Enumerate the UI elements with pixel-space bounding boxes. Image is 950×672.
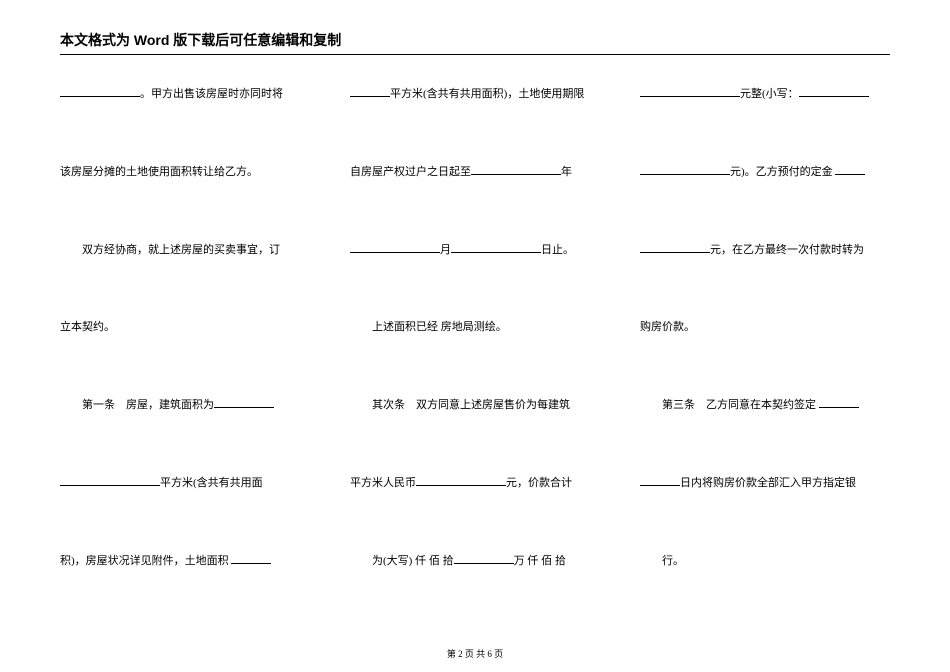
c3-p4: 购房价款。 (640, 318, 890, 338)
text: 月 (440, 244, 451, 256)
c3-p2: 元)。乙方预付的定金 (640, 163, 890, 183)
c2-p3: 月 日止。 (350, 241, 600, 261)
c3-p5: 第三条 乙方同意在本契约签定 (640, 396, 890, 416)
text: 自房屋产权过户之日起至 (350, 166, 471, 178)
c1-p7: 积)，房屋状况详见附件，土地面积 (60, 552, 310, 572)
blank-field[interactable] (60, 475, 160, 486)
blank-field[interactable] (214, 397, 274, 408)
c3-p6: 日内将购房价款全部汇入甲方指定银 (640, 474, 890, 494)
c1-p5: 第一条 房屋，建筑面积为 (60, 396, 310, 416)
blank-field[interactable] (451, 242, 541, 253)
blank-field[interactable] (471, 164, 561, 175)
text: 元，在乙方最终一次付款时转为 (710, 244, 864, 256)
blank-field[interactable] (799, 86, 869, 97)
c2-p5: 其次条 双方同意上述房屋售价为每建筑 (350, 396, 600, 416)
blank-field[interactable] (350, 242, 440, 253)
column-3: 元整(小写： 元)。乙方预付的定金 元，在乙方最终一次付款时转为 购房价款。 第… (640, 85, 890, 572)
blank-field[interactable] (640, 475, 680, 486)
c1-p2: 该房屋分摊的土地使用面积转让给乙方。 (60, 163, 310, 183)
text: 该房屋分摊的土地使用面积转让给乙方。 (60, 166, 258, 178)
blank-field[interactable] (819, 397, 859, 408)
blank-field[interactable] (640, 164, 730, 175)
text: 上述面积已经 房地局测绘。 (372, 321, 507, 333)
c1-p4: 立本契约。 (60, 318, 310, 338)
blank-field[interactable] (416, 475, 506, 486)
blank-field[interactable] (454, 553, 514, 564)
text: 为(大写) 仟 佰 拾 (372, 555, 454, 567)
text: 积)，房屋状况详见附件，土地面积 (60, 555, 229, 567)
column-2: 平方米(含共有共用面积)，土地使用期限 自房屋产权过户之日起至 年 月 日止。 上述… (350, 85, 600, 572)
blank-field[interactable] (640, 86, 740, 97)
text: 平方米(含共有共用面 (160, 477, 263, 489)
c1-p3: 双方经协商，就上述房屋的买卖事宜，订 (60, 241, 310, 261)
text: 日止。 (541, 244, 574, 256)
text: 元整(小写： (740, 88, 799, 100)
c1-p6: 平方米(含共有共用面 (60, 474, 310, 494)
document-header: 本文格式为 Word 版下载后可任意编辑和复制 (60, 30, 890, 55)
c3-p7: 行。 (640, 552, 890, 572)
document-body: 。甲方出售该房屋时亦同时将 该房屋分摊的土地使用面积转让给乙方。 双方经协商，就… (60, 85, 890, 572)
header-text: 本文格式为 Word 版下载后可任意编辑和复制 (60, 32, 341, 48)
c2-p2: 自房屋产权过户之日起至 年 (350, 163, 600, 183)
text: 第三条 乙方同意在本契约签定 (662, 399, 816, 411)
blank-field[interactable] (640, 242, 710, 253)
c2-p4: 上述面积已经 房地局测绘。 (350, 318, 600, 338)
blank-field[interactable] (835, 164, 865, 175)
c3-p1: 元整(小写： (640, 85, 890, 105)
c2-p6: 平方米人民币 元，价款合计 (350, 474, 600, 494)
blank-field[interactable] (231, 553, 271, 564)
text: 双方经协商，就上述房屋的买卖事宜，订 (82, 244, 280, 256)
c2-p7: 为(大写) 仟 佰 拾 万 仟 佰 拾 (350, 552, 600, 572)
text: 日内将购房价款全部汇入甲方指定银 (680, 477, 856, 489)
text: 年 (561, 166, 572, 178)
c1-p1: 。甲方出售该房屋时亦同时将 (60, 85, 310, 105)
blank-field[interactable] (60, 86, 140, 97)
text: 行。 (662, 555, 684, 567)
text: 万 仟 佰 拾 (514, 555, 566, 567)
text: 其次条 双方同意上述房屋售价为每建筑 (372, 399, 570, 411)
text: 第一条 房屋，建筑面积为 (82, 399, 214, 411)
text: 元，价款合计 (506, 477, 572, 489)
text: 平方米人民币 (350, 477, 416, 489)
text: 。甲方出售该房屋时亦同时将 (140, 88, 283, 100)
blank-field[interactable] (350, 86, 390, 97)
page-footer: 第 2 页 共 6 页 (0, 647, 950, 660)
c2-p1: 平方米(含共有共用面积)，土地使用期限 (350, 85, 600, 105)
text: 购房价款。 (640, 321, 695, 333)
text: 立本契约。 (60, 321, 115, 333)
page-number: 第 2 页 共 6 页 (447, 649, 503, 659)
text: 元)。乙方预付的定金 (730, 166, 833, 178)
text: 平方米(含共有共用面积)，土地使用期限 (390, 88, 584, 100)
c3-p3: 元，在乙方最终一次付款时转为 (640, 241, 890, 261)
column-1: 。甲方出售该房屋时亦同时将 该房屋分摊的土地使用面积转让给乙方。 双方经协商，就… (60, 85, 310, 572)
